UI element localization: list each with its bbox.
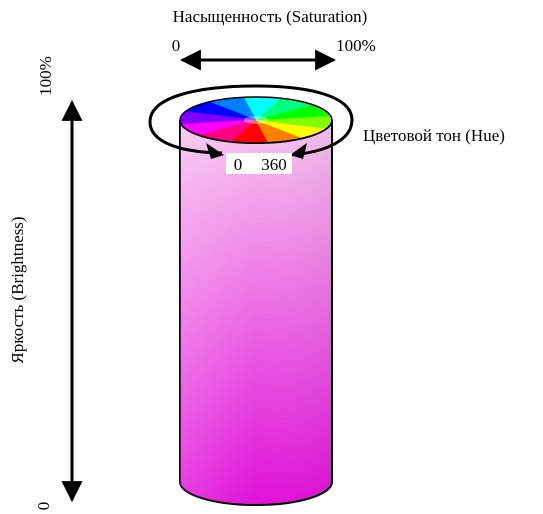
hue-values-box: [226, 153, 292, 174]
hue-arrowhead-right: [290, 143, 307, 159]
brightness-title: Яркость (Brightness): [8, 216, 27, 363]
cylinder-top-outline: [179, 96, 333, 144]
saturation-min-label: 0: [172, 36, 181, 55]
hue-start-label: 0: [234, 155, 243, 174]
hue-title: Цветовой тон (Hue): [363, 126, 505, 145]
hue-end-label: 360: [261, 155, 287, 174]
brightness-max-label: 100%: [36, 56, 55, 96]
brightness-min-label: 0: [34, 502, 53, 511]
hue-arrowhead-left: [206, 143, 224, 159]
hue-wheel-center: [244, 116, 268, 124]
cylinder-body-shade: [180, 120, 332, 505]
hue-ring-arc: [148, 84, 354, 157]
saturation-title: Насыщенность (Saturation): [173, 7, 368, 26]
cylinder: [179, 119, 333, 506]
saturation-max-label: 100%: [336, 36, 376, 55]
